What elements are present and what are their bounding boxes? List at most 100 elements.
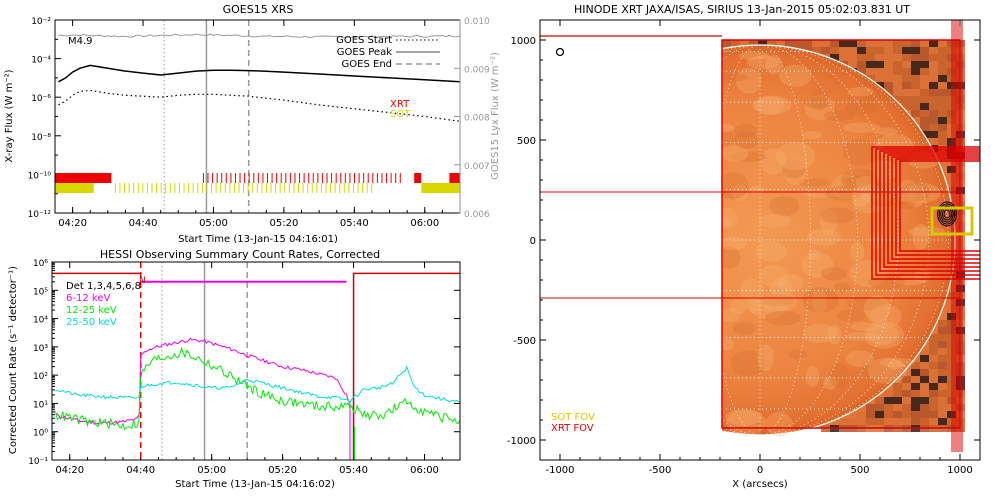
xrt-corona-pixel	[821, 40, 830, 47]
disk-feature	[749, 298, 789, 319]
disk-feature	[734, 131, 759, 150]
disk-feature	[803, 96, 832, 109]
disk-feature	[898, 200, 916, 210]
xrt-corona-pixel	[893, 404, 902, 411]
xrt-xtick-label: 0	[757, 465, 763, 476]
xrt-coverage-tick	[367, 173, 369, 183]
sot-coverage-tick	[265, 183, 267, 193]
xrt-corona-pixel	[929, 348, 938, 355]
legend-6-12: 6-12 keV	[66, 293, 110, 304]
xrt-corona-pixel	[920, 390, 929, 397]
xrt-corona-pixel	[740, 40, 749, 47]
xrt-corona-pixel	[911, 362, 920, 369]
xrt-xtick-label: 500	[850, 465, 869, 476]
xrt-fov-subframe	[899, 160, 980, 252]
xrt-coverage-tick	[303, 173, 305, 183]
xrt-corona-pixel	[866, 418, 875, 425]
xrt-corona-pixel	[929, 418, 938, 425]
sot-coverage-tick	[366, 183, 368, 193]
disk-feature	[859, 184, 880, 203]
goes-ytick-label: 10⁻²	[31, 17, 51, 27]
xrt-coverage-tick	[253, 173, 255, 183]
disk-feature	[720, 307, 741, 323]
xrt-corona-pixel	[884, 82, 893, 89]
xrt-coverage-tick	[212, 173, 214, 183]
sot-coverage-tick	[169, 183, 171, 193]
legend-25-50: 25-50 keV	[66, 317, 117, 328]
goes-ytick-label: 10⁻¹²	[28, 210, 52, 220]
xrt-corona-pixel	[929, 68, 938, 75]
xrt-corona-pixel	[938, 89, 947, 96]
xrt-coverage-tick	[280, 173, 282, 183]
xrt-corona-pixel	[929, 110, 938, 117]
disk-feature	[726, 409, 767, 436]
disk-feature	[875, 127, 898, 136]
sot-coverage-tick	[275, 183, 277, 193]
hessi-panel: HESSI Observing Summary Count Rates, Cor…	[8, 248, 461, 490]
disk-feature	[863, 295, 891, 323]
sot-coverage-tick	[229, 183, 231, 193]
xrt-corona-pixel	[938, 376, 947, 383]
xrt-corona-pixel	[902, 376, 911, 383]
xrt-corona-pixel	[848, 418, 857, 425]
position-marker	[555, 47, 565, 57]
xrt-corona-pixel	[884, 40, 893, 47]
xrt-corona-pixel	[776, 40, 785, 47]
xrt-corona-pixel	[920, 369, 929, 376]
xrt-coverage-tick	[363, 173, 365, 183]
xrt-corona-pixel	[911, 82, 920, 89]
disk-feature	[849, 259, 888, 288]
xrt-corona-pixel	[938, 47, 947, 54]
sot-coverage-tick	[137, 183, 139, 193]
disk-feature	[868, 273, 906, 290]
disk-feature	[807, 249, 821, 260]
xrt-corona-pixel	[920, 411, 929, 418]
legend-det: Det 1,3,4,5,6,8	[66, 281, 141, 292]
sot-coverage-tick	[124, 183, 126, 193]
xrt-corona-pixel	[857, 411, 866, 418]
xrt-xtick-label: 1000	[947, 465, 972, 476]
hessi-ytick-label: 10⁻¹	[28, 457, 48, 467]
xrt-coverage-bar	[55, 173, 112, 183]
xrt-image	[540, 20, 980, 460]
hessi-xtick-label: 06:00	[410, 465, 439, 476]
xrt-corona-pixel	[812, 47, 821, 54]
xrt-corona-pixel	[821, 47, 830, 54]
goes-ytick-label: 10⁻⁶	[31, 94, 51, 104]
sot-coverage-tick	[256, 183, 258, 193]
xrt-corona-pixel	[857, 68, 866, 75]
xrt-corona-pixel	[884, 390, 893, 397]
disk-feature	[757, 344, 774, 372]
disk-feature	[833, 282, 851, 292]
xrt-coverage-tick	[234, 173, 236, 183]
xrt-coverage-tick	[358, 173, 360, 183]
sot-coverage-tick	[348, 183, 350, 193]
sot-coverage-tick	[252, 183, 254, 193]
xrt-corona-pixel	[938, 348, 947, 355]
xrt-coverage-tick	[386, 173, 388, 183]
xrt-coverage-tick	[349, 173, 351, 183]
disk-feature	[820, 207, 855, 224]
xrt-ytick-label: 1000	[511, 36, 536, 47]
xrt-corona-pixel	[938, 75, 947, 82]
hessi-ytick-label: 10¹	[33, 400, 48, 410]
disk-feature	[805, 365, 820, 388]
disk-feature	[810, 87, 829, 111]
xrt-coverage-tick	[381, 173, 383, 183]
goes-legend: GOES Start GOES Peak GOES End	[336, 35, 440, 70]
hessi-xlabel: Start Time (13-Jan-15 04:16:02)	[175, 479, 335, 490]
xrt-coverage-tick	[207, 173, 209, 183]
disk-feature	[777, 273, 804, 292]
sot-coverage-tick	[311, 183, 313, 193]
xrt-corona-pixel	[902, 383, 911, 390]
hessi-series-6-12-keV	[55, 337, 351, 425]
xrt-corona-pixel	[920, 54, 929, 61]
xrt-corona-pixel	[830, 47, 839, 54]
xrt-corona-pixel	[893, 40, 902, 47]
disk-feature	[747, 296, 761, 314]
xrt-corona-pixel	[749, 40, 758, 47]
xrt-coverage-tick	[202, 173, 204, 183]
xrt-corona-pixel	[866, 68, 875, 75]
sot-coverage-tick	[133, 183, 135, 193]
xrt-corona-pixel	[884, 411, 893, 418]
